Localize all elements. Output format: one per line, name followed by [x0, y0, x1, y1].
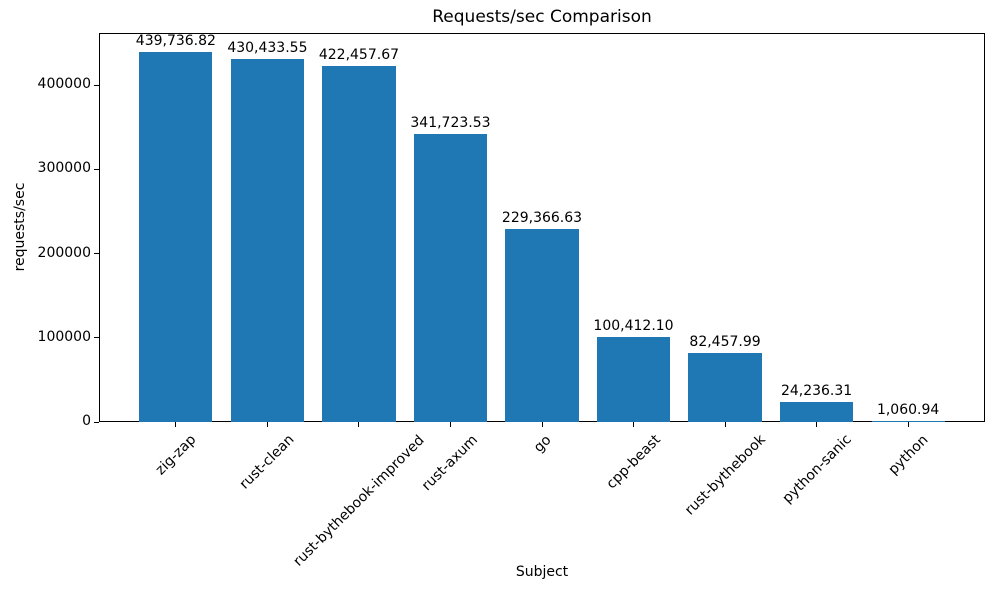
x-axis-label: Subject — [515, 564, 569, 580]
x-tick-mark — [449, 422, 451, 427]
x-tick-mark — [724, 422, 726, 427]
bar-value-label: 422,457.67 — [318, 47, 400, 64]
bar-value-label: 229,366.63 — [501, 209, 583, 226]
x-tick-label: rust-bythebook-improved — [290, 431, 428, 570]
x-tick-mark — [358, 422, 360, 427]
x-tick-label: python — [885, 431, 932, 478]
bar — [139, 51, 213, 422]
y-tick-mark — [94, 84, 99, 86]
y-tick-label: 0 — [82, 413, 91, 429]
y-tick-label: 300000 — [37, 160, 91, 177]
bar — [596, 337, 671, 422]
bar-value-label: 439,736.82 — [135, 32, 216, 49]
bar — [779, 401, 854, 422]
y-tick-mark — [94, 253, 99, 254]
bar-value-label: 82,457.99 — [689, 333, 761, 350]
x-tick-label: rust-bythebook — [681, 432, 769, 519]
x-tick-mark — [175, 422, 177, 427]
bar — [505, 228, 579, 422]
x-tick-mark — [816, 422, 818, 427]
bar — [230, 59, 305, 422]
x-tick-label: rust-clean — [237, 431, 298, 493]
x-tick-label: zig-zap — [152, 431, 200, 479]
x-tick-label: cpp-beast — [603, 431, 664, 493]
x-tick-mark — [633, 422, 635, 427]
bar — [871, 421, 945, 422]
x-tick-label: go — [530, 431, 555, 456]
y-tick-label: 200000 — [37, 244, 91, 261]
bar-value-label: 341,723.53 — [410, 115, 491, 132]
x-tick-mark — [266, 422, 268, 427]
bar-value-label: 430,433.55 — [227, 40, 308, 57]
y-tick-mark — [94, 337, 99, 339]
x-tick-mark — [541, 422, 543, 427]
y-tick-label: 400000 — [37, 76, 91, 92]
x-tick-mark — [907, 422, 909, 427]
y-tick-mark — [94, 421, 99, 423]
chart-title: Requests/sec Comparison — [432, 7, 652, 27]
bar — [322, 66, 396, 422]
bar-value-label: 1,060.94 — [876, 402, 940, 418]
y-tick-mark — [94, 168, 99, 170]
bar — [413, 134, 488, 422]
bar-value-label: 24,236.31 — [780, 382, 853, 399]
x-tick-label: python-sanic — [779, 431, 855, 508]
y-tick-label: 100000 — [37, 328, 91, 345]
bar — [688, 352, 762, 422]
bar-value-label: 100,412.10 — [593, 318, 674, 335]
x-tick-label: rust-axum — [419, 432, 482, 495]
